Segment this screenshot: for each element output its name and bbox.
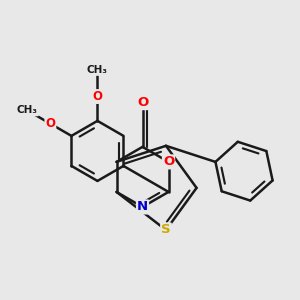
Text: CH₃: CH₃ [87, 65, 108, 75]
Text: O: O [92, 90, 103, 103]
Text: O: O [45, 117, 56, 130]
Text: N: N [137, 200, 148, 213]
Text: O: O [137, 96, 148, 109]
Text: O: O [163, 155, 174, 168]
Text: S: S [161, 224, 171, 236]
Text: CH₃: CH₃ [17, 106, 38, 116]
